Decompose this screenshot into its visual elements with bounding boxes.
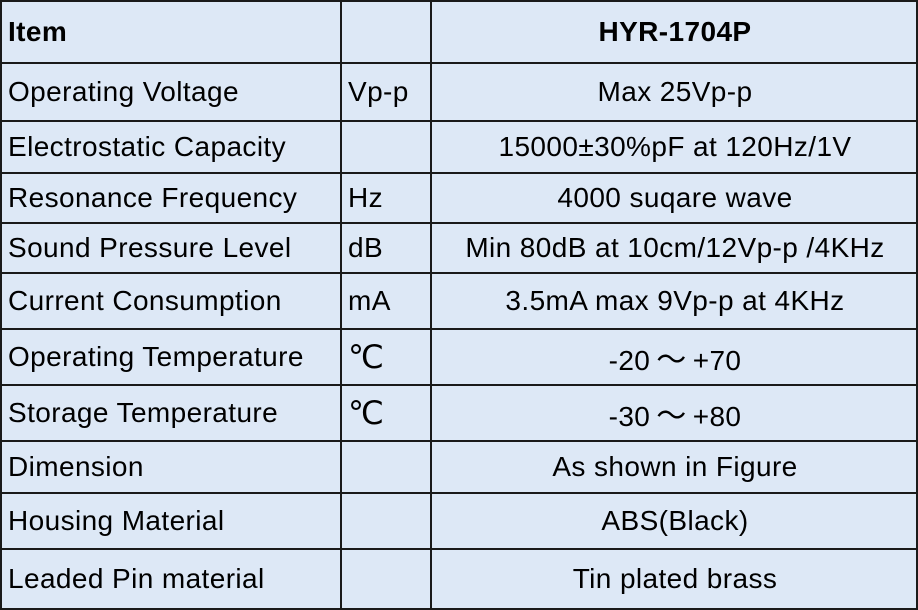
row-item: Dimension xyxy=(0,440,342,494)
row-item: Current Consumption xyxy=(0,272,342,330)
row-item: Operating Voltage xyxy=(0,62,342,122)
row-item: Resonance Frequency xyxy=(0,172,342,224)
row-item: Housing Material xyxy=(0,492,342,550)
range-min: -30 xyxy=(608,401,651,432)
row-value: 3.5mA max 9Vp-p at 4KHz xyxy=(430,272,918,330)
row-unit: mA xyxy=(340,272,432,330)
table-header-row: Item HYR-1704P xyxy=(0,0,918,64)
table-row: Leaded Pin material Tin plated brass xyxy=(0,548,918,610)
table-row: Current Consumption mA 3.5mA max 9Vp-p a… xyxy=(0,272,918,330)
row-unit xyxy=(340,548,432,610)
celsius-unit: ℃ xyxy=(348,395,385,431)
header-unit-cell xyxy=(340,0,432,64)
row-value: As shown in Figure xyxy=(430,440,918,494)
table-row: Electrostatic Capacity 15000±30%pF at 12… xyxy=(0,120,918,174)
table-row: Resonance Frequency Hz 4000 suqare wave xyxy=(0,172,918,224)
celsius-unit: ℃ xyxy=(348,339,385,375)
row-value: Min 80dB at 10cm/12Vp-p /4KHz xyxy=(430,222,918,274)
header-model-cell: HYR-1704P xyxy=(430,0,918,64)
range-max: +70 xyxy=(692,345,742,376)
row-value: -30 ～ +80 xyxy=(430,384,918,442)
row-unit: ℃ xyxy=(340,384,432,442)
row-unit: Hz xyxy=(340,172,432,224)
range-max: +80 xyxy=(692,401,742,432)
row-value: Tin plated brass xyxy=(430,548,918,610)
row-value: -20 ～ +70 xyxy=(430,328,918,386)
table-row: Operating Voltage Vp-p Max 25Vp-p xyxy=(0,62,918,122)
row-value: 15000±30%pF at 120Hz/1V xyxy=(430,120,918,174)
row-item: Storage Temperature xyxy=(0,384,342,442)
row-unit xyxy=(340,120,432,174)
table-row: Sound Pressure Level dB Min 80dB at 10cm… xyxy=(0,222,918,274)
row-unit: Vp-p xyxy=(340,62,432,122)
row-item: Electrostatic Capacity xyxy=(0,120,342,174)
row-unit xyxy=(340,492,432,550)
row-value: 4000 suqare wave xyxy=(430,172,918,224)
table-row: Housing Material ABS(Black) xyxy=(0,492,918,550)
row-unit xyxy=(340,440,432,494)
table-row: Operating Temperature ℃ -20 ～ +70 xyxy=(0,328,918,386)
table-row: Storage Temperature ℃ -30 ～ +80 xyxy=(0,384,918,442)
header-item-cell: Item xyxy=(0,0,342,64)
row-value: ABS(Black) xyxy=(430,492,918,550)
row-item: Leaded Pin material xyxy=(0,548,342,610)
row-item: Sound Pressure Level xyxy=(0,222,342,274)
range-min: -20 xyxy=(608,345,651,376)
range-separator: ～ xyxy=(656,343,687,378)
row-item: Operating Temperature xyxy=(0,328,342,386)
row-value: Max 25Vp-p xyxy=(430,62,918,122)
table-row: Dimension As shown in Figure xyxy=(0,440,918,494)
row-unit: dB xyxy=(340,222,432,274)
row-unit: ℃ xyxy=(340,328,432,386)
range-separator: ～ xyxy=(656,399,687,434)
